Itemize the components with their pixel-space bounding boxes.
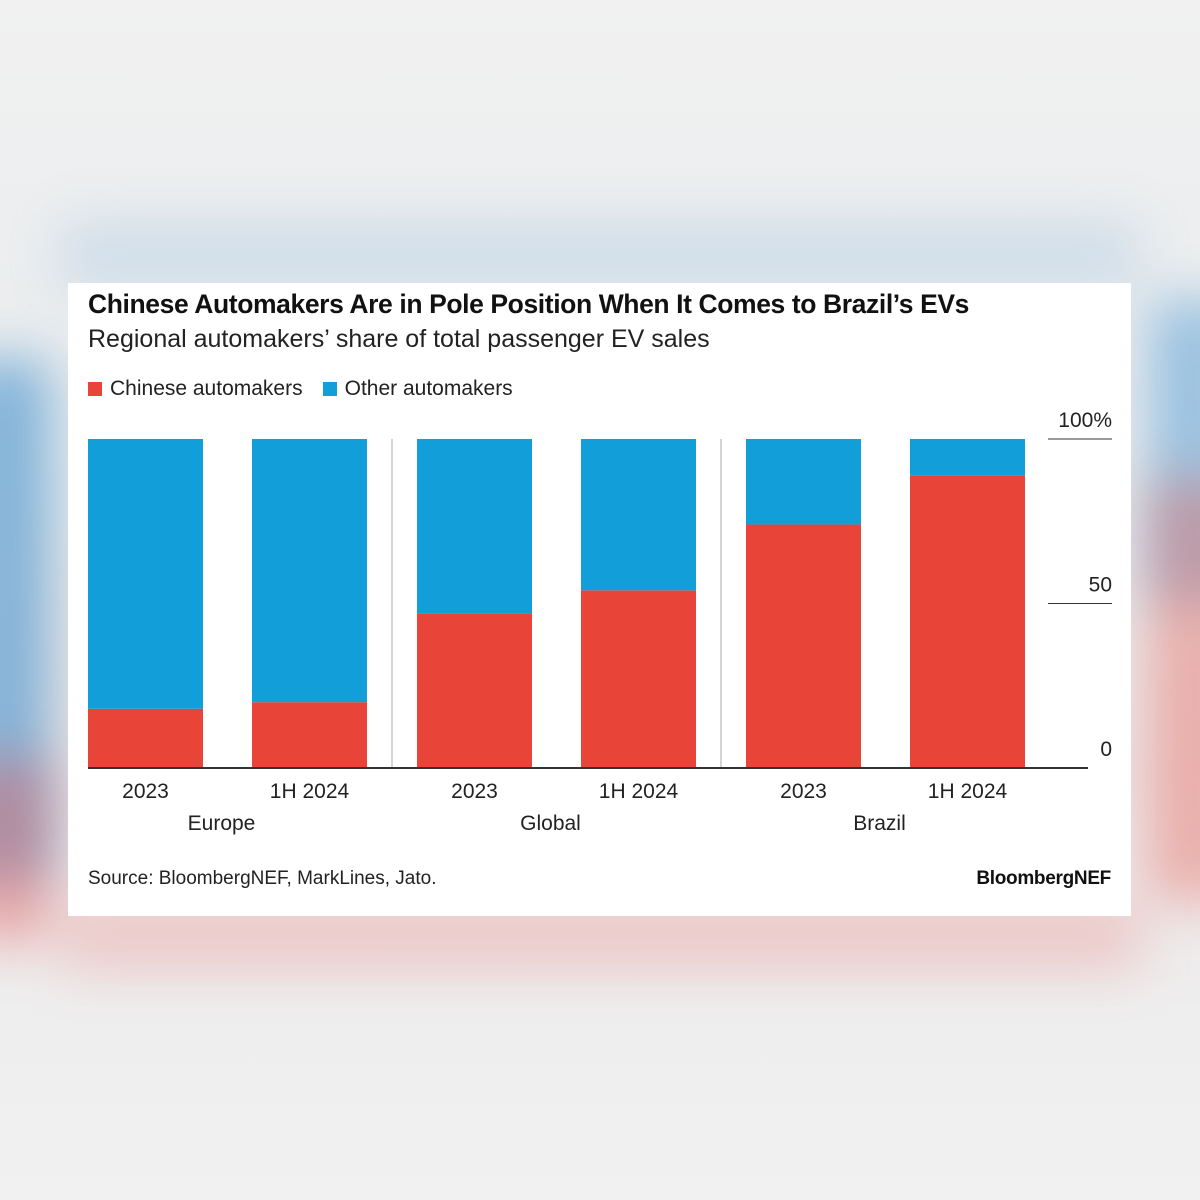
legend-swatch-other <box>322 382 337 396</box>
legend-item-other: Other automakers <box>322 377 513 401</box>
legend-item-chinese: Chinese automakers <box>88 377 303 401</box>
bar-segment-other <box>417 439 532 614</box>
x-tick-label: 2023 <box>122 780 169 803</box>
x-tick-label: 1H 2024 <box>599 780 679 803</box>
bar-segment-chinese <box>252 702 367 768</box>
y-tick-label: 100% <box>1058 409 1112 432</box>
x-tick-label: 1H 2024 <box>928 780 1008 803</box>
bar-segment-other <box>88 439 203 709</box>
chart-title: Chinese Automakers Are in Pole Position … <box>88 289 969 319</box>
group-label: Brazil <box>853 812 906 835</box>
y-tick-label: 50 <box>1089 574 1112 597</box>
bar-segment-other <box>581 439 696 591</box>
bar-segment-chinese <box>417 613 532 768</box>
brand-logo: BloombergNEF <box>976 868 1111 889</box>
group-label: Global <box>520 812 581 835</box>
chart-subtitle: Regional automakers’ share of total pass… <box>88 325 710 353</box>
bar-segment-chinese <box>581 590 696 768</box>
x-tick-label: 1H 2024 <box>270 780 350 803</box>
group-label: Europe <box>188 812 256 835</box>
bar-segment-other <box>252 439 367 703</box>
x-tick-label: 2023 <box>780 780 827 803</box>
x-tick-label: 2023 <box>451 780 498 803</box>
source-note: Source: BloombergNEF, MarkLines, Jato. <box>88 868 437 889</box>
bar-segment-chinese <box>88 708 203 768</box>
legend: Chinese automakers Other automakers <box>88 377 533 401</box>
chart-card: Chinese Automakers Are in Pole Position … <box>68 283 1131 916</box>
y-tick-label: 0 <box>1100 738 1112 761</box>
bar-segment-chinese <box>746 524 861 768</box>
stacked-bar-chart: 0 50 100% 2023 1H 2024 Europe 2023 1H 2024 Globa… <box>88 409 1112 835</box>
bar-segment-chinese <box>910 475 1025 768</box>
legend-label-chinese: Chinese automakers <box>110 377 303 400</box>
legend-label-other: Other automakers <box>344 377 513 400</box>
bar-segment-other <box>910 439 1025 476</box>
legend-swatch-chinese <box>88 382 102 396</box>
bar-segment-other <box>746 439 861 525</box>
